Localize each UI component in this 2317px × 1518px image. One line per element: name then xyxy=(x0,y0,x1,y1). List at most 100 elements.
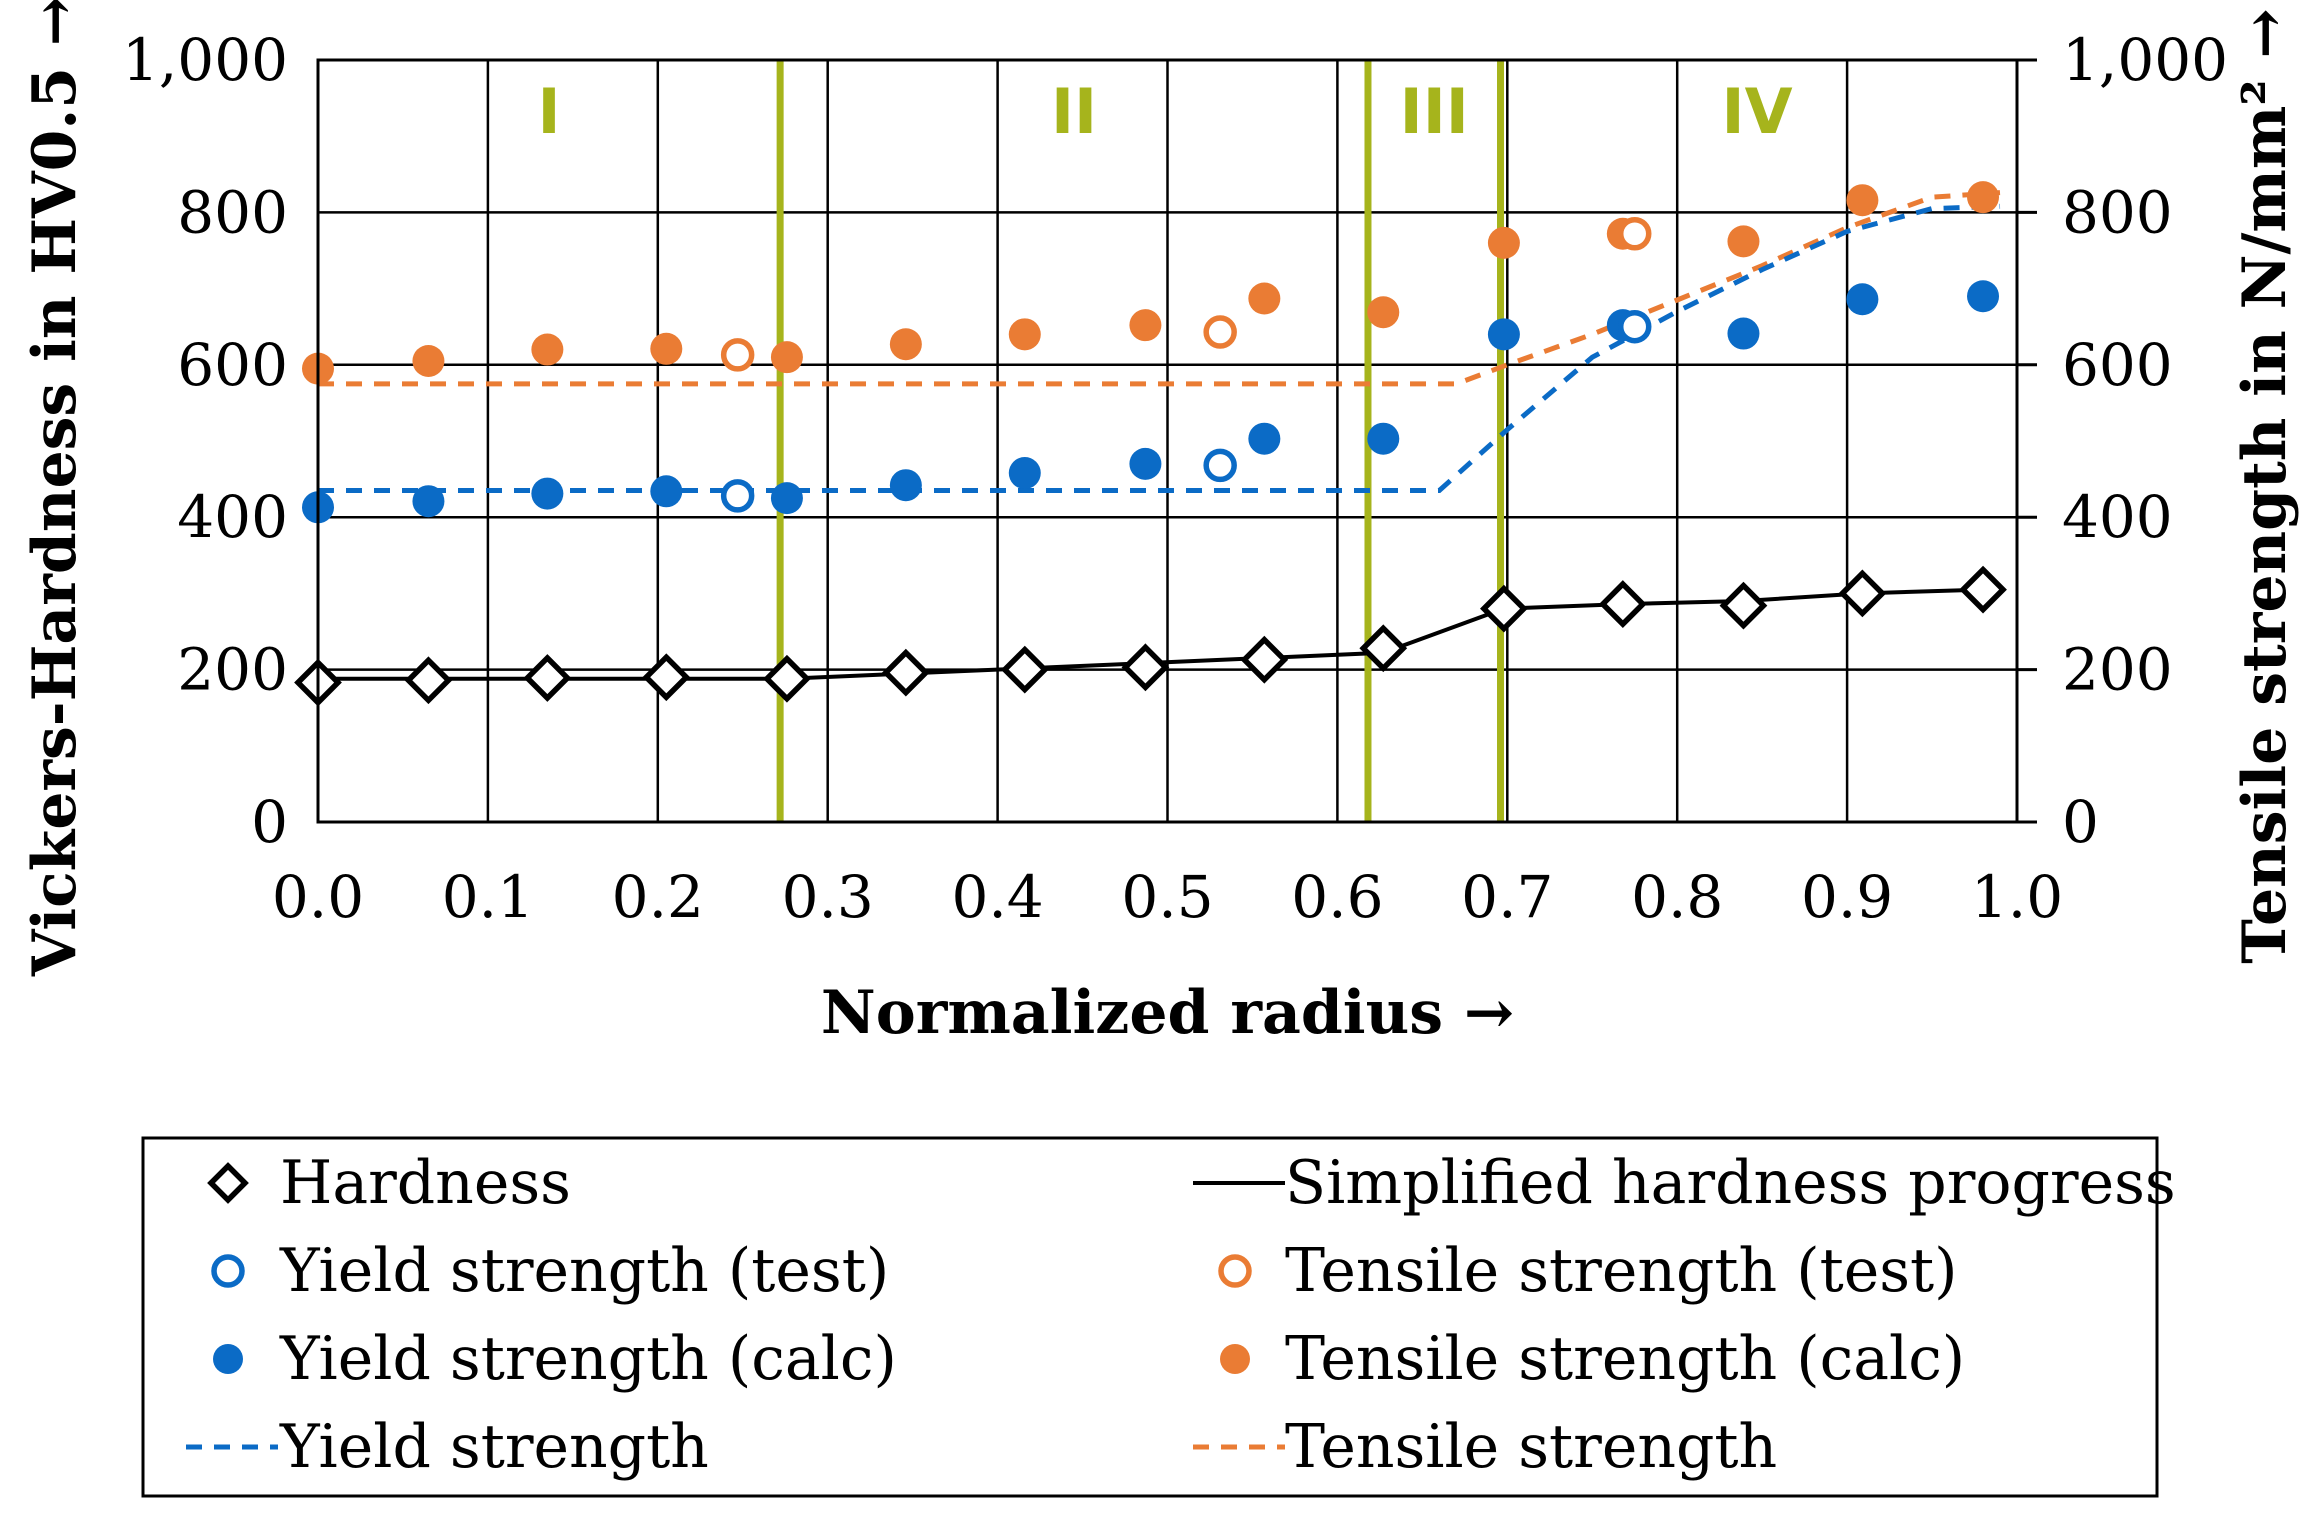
hardness-point xyxy=(1598,580,1647,628)
tensile-test-point xyxy=(1617,216,1652,251)
legend-items: Hardness Simplified hardness progress Yiel… xyxy=(186,1148,2176,1482)
hardness-point xyxy=(763,654,811,703)
hardness-point xyxy=(1838,569,1887,618)
yield-calc-point xyxy=(1846,283,1879,316)
tensile-calc-point xyxy=(1727,225,1760,258)
legend-label: Yield strength (test) xyxy=(279,1236,889,1306)
y-axis-title: Vickers-Hardness in HV0.5 → xyxy=(20,0,90,977)
y2-tick-label: 400 xyxy=(2062,483,2173,551)
tensile-calc-point xyxy=(889,328,922,361)
y-tick-label: 800 xyxy=(177,178,288,246)
y-tick-label: 600 xyxy=(177,331,288,399)
yield-calc-point xyxy=(650,475,683,508)
x-tick-label: 0.7 xyxy=(1461,863,1553,931)
tensile-calc-point xyxy=(1008,318,1041,351)
y-tick-label: 200 xyxy=(177,636,288,704)
yield-calc-point xyxy=(1487,318,1520,351)
y2-tick-label: 1,000 xyxy=(2062,26,2228,94)
hardness-point xyxy=(1480,584,1528,633)
y-tick-label: 1,000 xyxy=(122,26,288,94)
x-tick-label: 0.6 xyxy=(1291,863,1383,931)
tensile-calc-point xyxy=(1487,226,1520,259)
series xyxy=(294,181,2007,707)
legend-label: Tensile strength (test) xyxy=(1285,1236,1958,1306)
legend-label: Yield strength (calc) xyxy=(279,1324,897,1394)
yield-calc-point xyxy=(1008,457,1041,490)
hardness-point xyxy=(881,648,930,697)
x-tick-label: 0.5 xyxy=(1121,863,1213,931)
hardness-point xyxy=(1240,635,1289,684)
legend-symbol-tensile-strength-test xyxy=(1218,1254,1252,1288)
legend-label: Hardness xyxy=(280,1148,571,1218)
y2-tick-label: 0 xyxy=(2062,788,2099,856)
y-tick-label: 400 xyxy=(177,483,288,551)
legend-label: Tensile strength (calc) xyxy=(1285,1324,1965,1394)
legend-box xyxy=(141,1136,2159,1498)
plot-frame xyxy=(316,58,2019,824)
yield-test-point xyxy=(1617,309,1652,344)
hardness-point xyxy=(1959,565,2007,614)
tensile-calc-point xyxy=(412,344,445,377)
x-tick-label: 0.8 xyxy=(1631,863,1723,931)
hardness-point xyxy=(1121,643,1170,692)
tensile-calc-point xyxy=(1967,181,2000,214)
x-tick-label: 0.2 xyxy=(612,863,704,931)
legend-symbol-yield-strength-calc xyxy=(213,1344,243,1374)
y2-tick-label: 800 xyxy=(2062,178,2173,246)
yield-calc-point xyxy=(1367,422,1400,455)
y-tick-label: 0 xyxy=(251,788,288,856)
x-tick-label: 1.0 xyxy=(1971,863,2063,931)
tensile-calc-point xyxy=(770,341,803,374)
region-label: I xyxy=(538,75,561,148)
legend-symbol-yield-strength-test xyxy=(211,1254,245,1288)
yield-calc-point xyxy=(1967,280,2000,313)
legend-label: Yield strength xyxy=(279,1412,709,1482)
tensile-calc-point xyxy=(1846,184,1879,217)
yield-calc-point xyxy=(531,477,564,510)
region-markers: I II III IV xyxy=(538,60,1793,822)
hardness-point xyxy=(1000,645,1049,694)
region-label: IV xyxy=(1722,75,1793,148)
tensile-strength-line xyxy=(318,190,2001,387)
hardness-point xyxy=(404,656,453,705)
region-label: III xyxy=(1400,75,1469,148)
yield-calc-point xyxy=(1727,317,1760,350)
legend-label: Tensile strength xyxy=(1285,1412,1777,1482)
yield-calc-point xyxy=(770,482,803,515)
x-tick-label: 0.4 xyxy=(951,863,1043,931)
x-tick-label: 0.3 xyxy=(782,863,874,931)
hardness-point xyxy=(1719,581,1768,630)
y2-axis-title: Tensile strength in N/mm² → xyxy=(2230,8,2300,964)
tensile-calc-point xyxy=(1248,282,1281,315)
grid xyxy=(318,60,2017,822)
legend: Hardness Simplified hardness progress Yiel… xyxy=(141,1136,2176,1498)
y2-tick-label: 200 xyxy=(2062,636,2173,704)
x-axis-title: Normalized radius → xyxy=(821,978,1514,1048)
tensile-calc-point xyxy=(531,333,564,366)
tensile-calc-point xyxy=(650,332,683,365)
tensile-calc-point xyxy=(1367,296,1400,329)
legend-label: Simplified hardness progress xyxy=(1285,1148,2176,1218)
legend-symbol-tensile-strength-calc xyxy=(1220,1344,1250,1374)
yield-calc-point xyxy=(889,469,922,502)
yield-strength-line xyxy=(318,203,2001,493)
yield-calc-point xyxy=(1248,422,1281,455)
yield-calc-point xyxy=(1129,447,1162,480)
tensile-test-point xyxy=(720,338,755,372)
yield-calc-point xyxy=(412,485,445,518)
hardness-point xyxy=(523,654,572,702)
region-label: II xyxy=(1051,75,1097,148)
legend-symbol-hardness xyxy=(207,1162,249,1204)
hardness-point xyxy=(642,653,691,702)
hardness-point xyxy=(1359,624,1408,673)
tensile-calc-point xyxy=(1129,309,1162,342)
yield-test-point xyxy=(1203,448,1237,483)
tensile-test-point xyxy=(1203,315,1237,349)
y2-tick-label: 600 xyxy=(2062,331,2173,399)
tick-labels: 0.0 0.1 0.2 0.3 0.4 0.5 0.6 0.7 0.8 0.9 1.0 0 200 400… xyxy=(122,26,2228,931)
x-tick-label: 0.0 xyxy=(272,863,364,931)
yield-test-point xyxy=(720,479,755,513)
x-tick-label: 0.9 xyxy=(1801,863,1893,931)
